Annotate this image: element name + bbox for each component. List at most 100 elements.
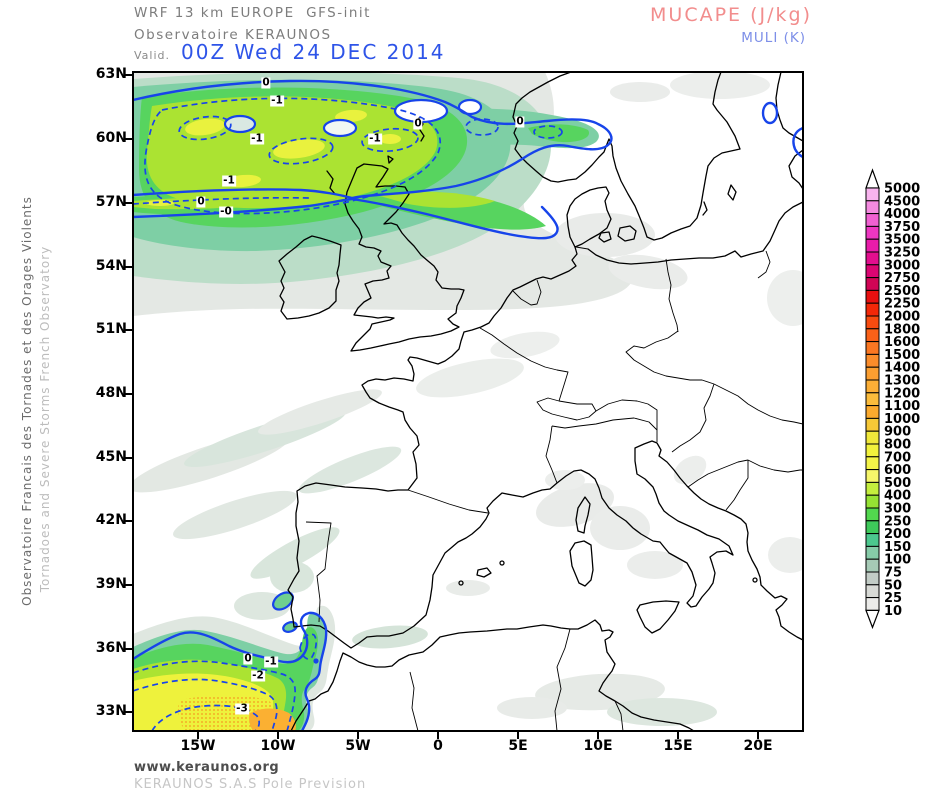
colorbar-label: 10: [884, 604, 902, 619]
muli-contours-solid: [133, 79, 803, 731]
organization-title: Observatoire KERAUNOS: [134, 27, 332, 43]
colorbar-label: 75: [884, 566, 902, 581]
valid-datetime: 00Z Wed 24 DEC 2014: [181, 40, 446, 64]
colorbar-label: 150: [884, 540, 911, 555]
colorbar-cell: [865, 558, 880, 573]
lon-tick-label: 15E: [663, 738, 693, 754]
contour-label: -1: [264, 655, 278, 668]
lat-tick-mark: [125, 393, 133, 395]
colorbar-cell: [865, 187, 880, 202]
contour-label: -0: [219, 205, 233, 218]
colorbar-label: 900: [884, 425, 911, 440]
colorbar-cell: [865, 251, 880, 266]
colorbar-cell: [865, 494, 880, 509]
lat-tick-mark: [125, 711, 133, 713]
colorbar-label: 4000: [884, 207, 920, 222]
map-frame: [132, 71, 804, 732]
lat-tick-mark: [125, 138, 133, 140]
colorbar-cell: [865, 366, 880, 381]
colorbar-label: 1800: [884, 322, 920, 337]
colorbar-cell: [865, 443, 880, 458]
lon-tick-mark: [677, 731, 679, 739]
colorbar-label: 2250: [884, 297, 920, 312]
contour-label: -3: [235, 702, 249, 715]
lat-tick-label: 33N: [95, 703, 127, 719]
lat-tick-mark: [125, 520, 133, 522]
colorbar-cell: [865, 430, 880, 445]
colorbar-cell: [865, 405, 880, 419]
colorbar-cell: [865, 225, 880, 240]
colorbar-label: 3000: [884, 258, 920, 273]
colorbar-label: 25: [884, 591, 902, 606]
website-url: www.keraunos.org: [134, 760, 280, 775]
colorbar-arrow-up-icon: [865, 168, 880, 189]
colorbar-label: 3750: [884, 220, 920, 235]
colorbar-cell: [865, 584, 880, 599]
lat-tick-label: 36N: [95, 640, 127, 656]
contour-label: 0: [261, 76, 271, 89]
lon-tick-label: 10W: [260, 738, 296, 754]
contour-label: 0: [515, 115, 525, 128]
lon-tick-mark: [757, 731, 759, 739]
colorbar-cell: [865, 302, 880, 317]
colorbar-label: 1300: [884, 374, 920, 389]
contour-label: 0: [243, 652, 253, 665]
colorbar-label: 500: [884, 476, 911, 491]
contour-label: -1: [250, 132, 264, 145]
colorbar-label: 400: [884, 489, 911, 504]
colorbar-label: 1400: [884, 361, 920, 376]
colorbar-cell: [865, 213, 880, 227]
contour-label: -2: [251, 669, 265, 682]
colorbar-cell: [865, 456, 880, 471]
colorbar-cell: [865, 597, 880, 611]
lat-tick-mark: [125, 584, 133, 586]
colorbar-label: 50: [884, 578, 902, 593]
lon-tick-label: 10E: [583, 738, 613, 754]
lat-tick-mark: [125, 74, 133, 76]
lat-tick-label: 39N: [95, 576, 127, 592]
lon-tick-mark: [597, 731, 599, 739]
lat-tick-mark: [125, 648, 133, 650]
contour-label: -1: [222, 174, 236, 187]
lon-tick-label: 5E: [508, 738, 528, 754]
colorbar-cell: [865, 289, 880, 304]
lat-tick-label: 51N: [95, 321, 127, 337]
lat-tick-label: 60N: [95, 130, 127, 146]
coastlines: [278, 72, 803, 731]
colorbar-label: 250: [884, 514, 911, 529]
colorbar-label: 200: [884, 527, 911, 542]
colorbar-label: 1000: [884, 412, 920, 427]
colorbar-label: 2000: [884, 310, 920, 325]
valid-label: Valid.: [134, 49, 171, 62]
product-title-muli: MULI (K): [741, 30, 806, 46]
colorbar-cell: [865, 379, 880, 394]
lon-tick-mark: [437, 731, 439, 739]
contour-label: -1: [270, 94, 284, 107]
colorbar-label: 100: [884, 553, 911, 568]
colorbar-arrow-down-icon: [865, 609, 880, 630]
lat-tick-label: 48N: [95, 385, 127, 401]
lon-tick-mark: [357, 731, 359, 739]
colorbar-label: 1500: [884, 348, 920, 363]
lat-tick-label: 57N: [95, 194, 127, 210]
lon-tick-label: 20E: [743, 738, 773, 754]
colorbar-label: 800: [884, 438, 911, 453]
colorbar-cell: [865, 341, 880, 355]
colorbar-label: 5000: [884, 182, 920, 197]
colorbar-label: 2750: [884, 271, 920, 286]
product-title-mucape: MUCAPE (J/kg): [650, 4, 812, 26]
colorbar-cell: [865, 533, 880, 547]
colorbar-cell: [865, 315, 880, 330]
colorbar-cell: [865, 481, 880, 496]
colorbar-label: 3250: [884, 246, 920, 261]
lat-tick-mark: [125, 202, 133, 204]
colorbar-cell: [865, 507, 880, 522]
colorbar: 5000 4500 4000 3750 3500 3250 3000 2750 2500 2250…: [856, 168, 936, 638]
colorbar-cell: [865, 238, 880, 253]
colorbar-cell: [865, 328, 880, 343]
colorbar-label: 1600: [884, 335, 920, 350]
lat-tick-mark: [125, 266, 133, 268]
colorbar-cell: [865, 469, 880, 483]
